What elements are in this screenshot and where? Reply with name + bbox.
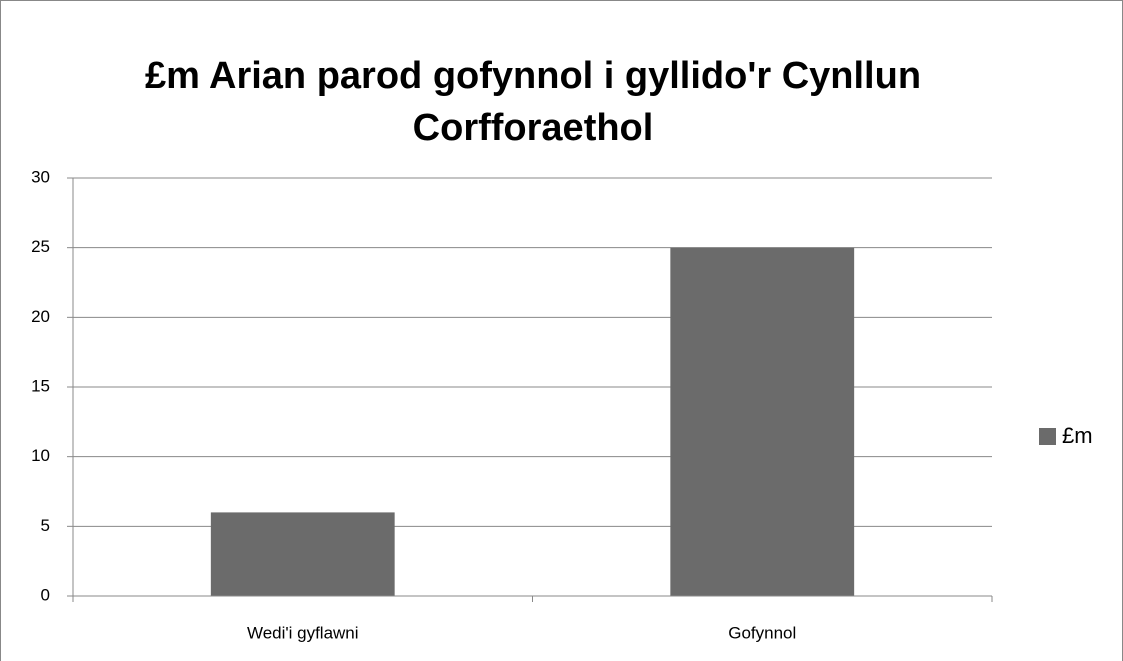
y-tick-label: 30 [31,167,50,186]
x-tick-label: Wedi'i gyflawni [247,623,359,642]
y-tick-label: 25 [31,237,50,256]
legend-label: £m [1062,423,1093,448]
bar [670,247,855,596]
x-tick-label: Gofynnol [728,623,796,642]
y-tick-label: 20 [31,307,50,326]
bar [210,512,395,596]
y-tick-label: 15 [31,376,50,395]
y-tick-label: 0 [41,585,50,604]
chart-title: £m Arian parod gofynnol i gyllido'r Cynl… [145,55,921,149]
legend-swatch [1039,428,1056,445]
y-tick-label: 10 [31,446,50,465]
y-tick-label: 5 [41,516,50,535]
